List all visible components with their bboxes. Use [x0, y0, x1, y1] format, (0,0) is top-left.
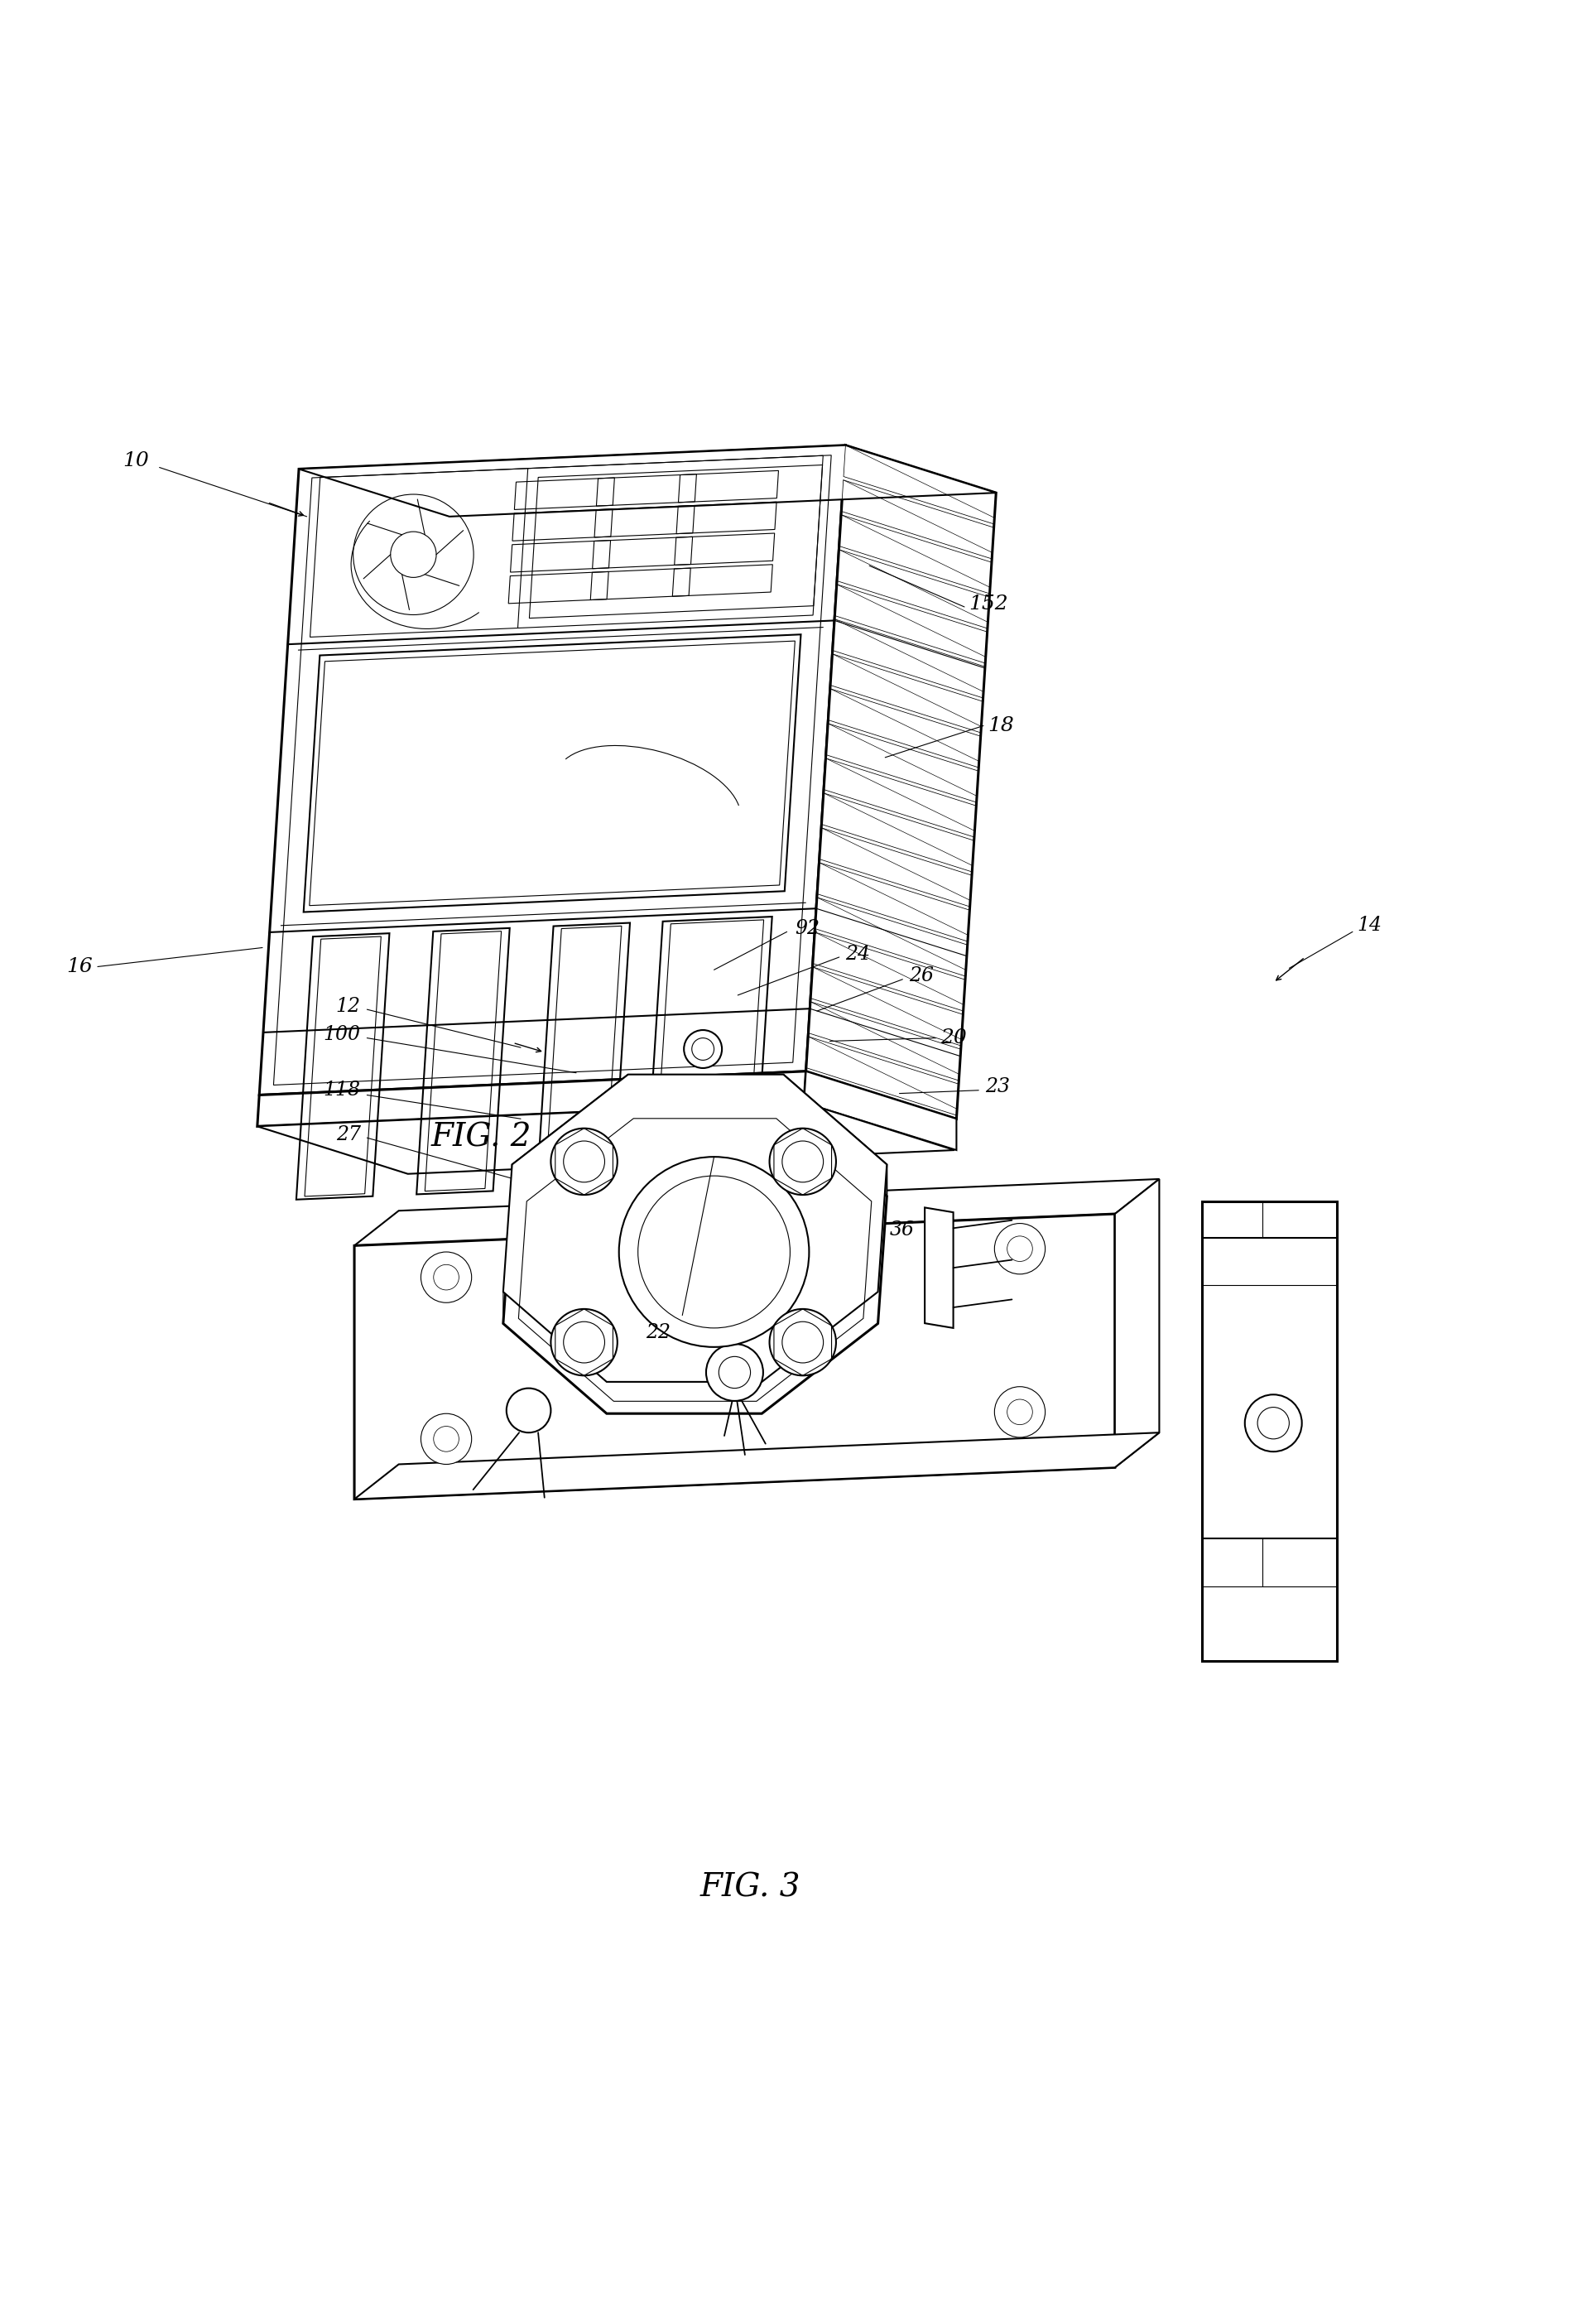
- Text: 26: 26: [908, 966, 934, 985]
- Polygon shape: [259, 444, 846, 1095]
- Text: 92: 92: [795, 918, 820, 939]
- Polygon shape: [629, 1075, 784, 1107]
- Polygon shape: [806, 444, 996, 1118]
- Polygon shape: [354, 1215, 1116, 1500]
- Circle shape: [421, 1252, 471, 1302]
- Circle shape: [551, 1127, 618, 1194]
- Circle shape: [1245, 1394, 1302, 1452]
- Circle shape: [769, 1309, 836, 1376]
- Text: 20: 20: [940, 1029, 967, 1047]
- Text: 16: 16: [67, 957, 93, 976]
- Text: 118: 118: [324, 1081, 361, 1100]
- Polygon shape: [298, 444, 996, 515]
- Polygon shape: [784, 1075, 887, 1197]
- Text: 23: 23: [985, 1077, 1010, 1098]
- Polygon shape: [503, 1107, 887, 1413]
- Circle shape: [506, 1388, 551, 1434]
- Polygon shape: [1116, 1178, 1159, 1468]
- Text: 18: 18: [988, 716, 1015, 736]
- Polygon shape: [924, 1208, 953, 1328]
- Polygon shape: [503, 1291, 606, 1413]
- Circle shape: [705, 1344, 763, 1401]
- Circle shape: [685, 1031, 721, 1068]
- Text: 100: 100: [324, 1026, 361, 1045]
- Polygon shape: [512, 1075, 629, 1197]
- Text: 10: 10: [123, 451, 148, 472]
- Circle shape: [421, 1413, 471, 1463]
- Text: 27: 27: [335, 1125, 361, 1144]
- Text: FIG. 3: FIG. 3: [701, 1873, 801, 1903]
- Polygon shape: [257, 1072, 806, 1125]
- Polygon shape: [761, 1291, 878, 1413]
- Circle shape: [619, 1157, 809, 1346]
- Text: 24: 24: [846, 943, 870, 964]
- Text: 36: 36: [891, 1220, 915, 1240]
- Circle shape: [994, 1224, 1045, 1275]
- Text: 22: 22: [646, 1323, 670, 1341]
- Polygon shape: [606, 1383, 761, 1413]
- Polygon shape: [1202, 1201, 1337, 1661]
- Polygon shape: [257, 1102, 954, 1174]
- Text: 14: 14: [1357, 916, 1382, 934]
- Text: FIG. 2: FIG. 2: [431, 1123, 531, 1153]
- Polygon shape: [354, 1434, 1159, 1500]
- Circle shape: [551, 1309, 618, 1376]
- Polygon shape: [503, 1075, 887, 1383]
- Text: 12: 12: [335, 996, 361, 1015]
- Circle shape: [769, 1127, 836, 1194]
- Circle shape: [994, 1388, 1045, 1438]
- Text: 152: 152: [969, 594, 1009, 614]
- Polygon shape: [804, 1072, 956, 1150]
